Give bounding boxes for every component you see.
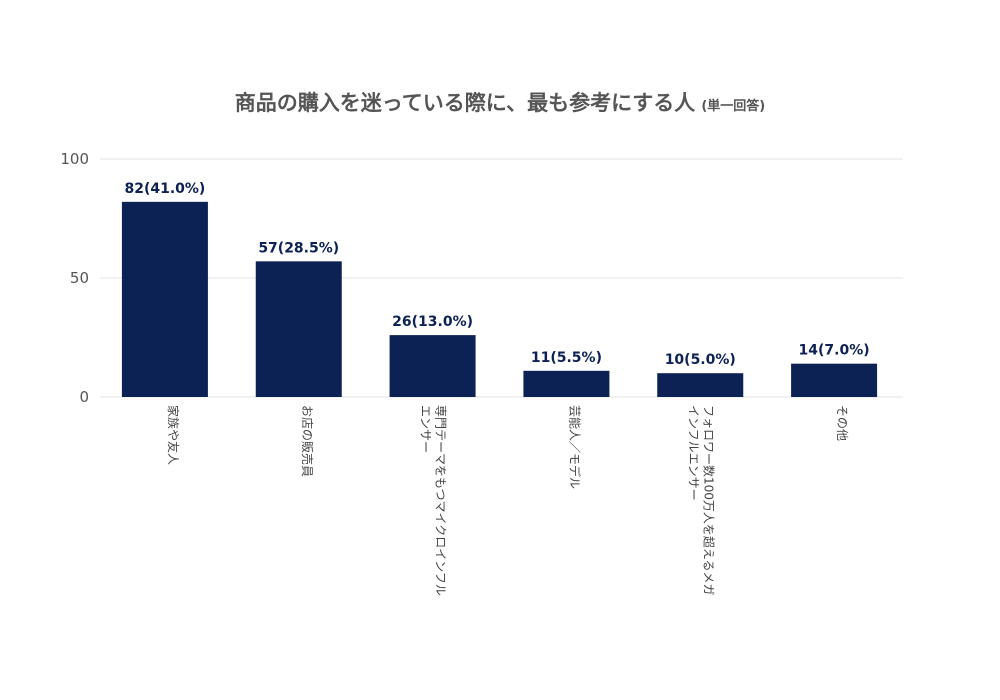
data-label: 14(7.0%)	[799, 343, 870, 359]
y-tick-label: 50	[70, 269, 89, 287]
x-category-label: エンサー	[419, 405, 433, 453]
bar	[389, 335, 476, 397]
x-category-label: その他	[835, 405, 849, 441]
bars	[121, 201, 878, 397]
bar	[121, 201, 208, 397]
data-label: 57(28.5%)	[258, 240, 339, 256]
x-category-label: お店の販売員	[300, 405, 315, 477]
data-labels: 82(41.0%) 57(28.5%) 26(13.0%) 11(5.5%) 10(5.…	[124, 181, 869, 368]
bar	[657, 373, 744, 397]
x-category-label: 家族や友人	[166, 405, 181, 465]
bar	[523, 370, 610, 397]
x-category-label: 専門テーマをもつマイクロインフル	[434, 405, 448, 596]
x-category-label: フォロワー数100万人を超えるメガ	[701, 405, 716, 596]
y-tick-label: 100	[60, 150, 89, 168]
data-label: 10(5.0%)	[665, 352, 736, 368]
x-category-label: インフルエンサー	[686, 405, 700, 501]
chart-title: 商品の購入を迷っている際に、最も参考にする人 (単一回答)	[235, 91, 765, 115]
x-category-label: 芸能人／モデル	[567, 405, 582, 489]
y-axis-ticks: 0 50 100	[60, 150, 89, 406]
y-tick-label: 0	[79, 388, 89, 406]
data-label: 26(13.0%)	[392, 314, 473, 330]
gridlines	[100, 158, 903, 398]
data-label: 82(41.0%)	[124, 181, 205, 197]
bar	[255, 261, 342, 397]
chart-subtitle: (単一回答)	[701, 98, 765, 114]
chart-title-main: 商品の購入を迷っている際に、最も参考にする人	[235, 91, 696, 115]
data-label: 11(5.5%)	[531, 350, 602, 366]
bar	[791, 363, 878, 397]
